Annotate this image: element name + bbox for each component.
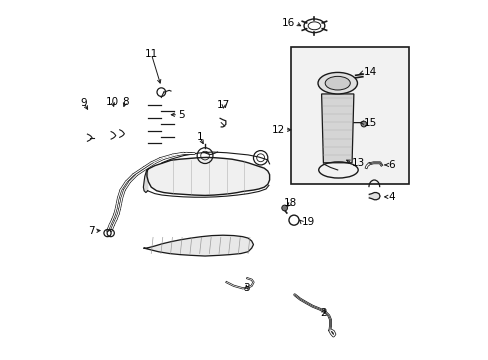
Text: 6: 6 — [387, 160, 394, 170]
Text: 13: 13 — [351, 158, 365, 168]
Text: 11: 11 — [144, 49, 158, 59]
Text: 19: 19 — [301, 217, 314, 227]
Polygon shape — [147, 157, 269, 195]
Ellipse shape — [325, 76, 349, 90]
Text: 16: 16 — [282, 18, 295, 28]
Polygon shape — [321, 94, 353, 163]
Text: 1: 1 — [196, 132, 203, 142]
Circle shape — [281, 205, 287, 211]
Polygon shape — [143, 169, 147, 193]
Text: 4: 4 — [388, 192, 394, 202]
Text: 3: 3 — [243, 283, 249, 293]
Polygon shape — [368, 193, 379, 200]
Text: 7: 7 — [88, 226, 94, 236]
Text: 18: 18 — [283, 198, 296, 208]
Polygon shape — [144, 235, 253, 256]
Text: 12: 12 — [271, 125, 284, 135]
Text: 8: 8 — [122, 97, 128, 107]
Text: 5: 5 — [178, 110, 184, 120]
Text: 15: 15 — [363, 118, 376, 128]
Text: 9: 9 — [81, 98, 87, 108]
Text: 2: 2 — [320, 308, 326, 318]
Text: 10: 10 — [106, 97, 119, 107]
Text: 14: 14 — [363, 67, 376, 77]
Circle shape — [360, 121, 366, 127]
Text: 17: 17 — [217, 100, 230, 110]
Bar — [290, 47, 408, 184]
Ellipse shape — [317, 72, 357, 94]
